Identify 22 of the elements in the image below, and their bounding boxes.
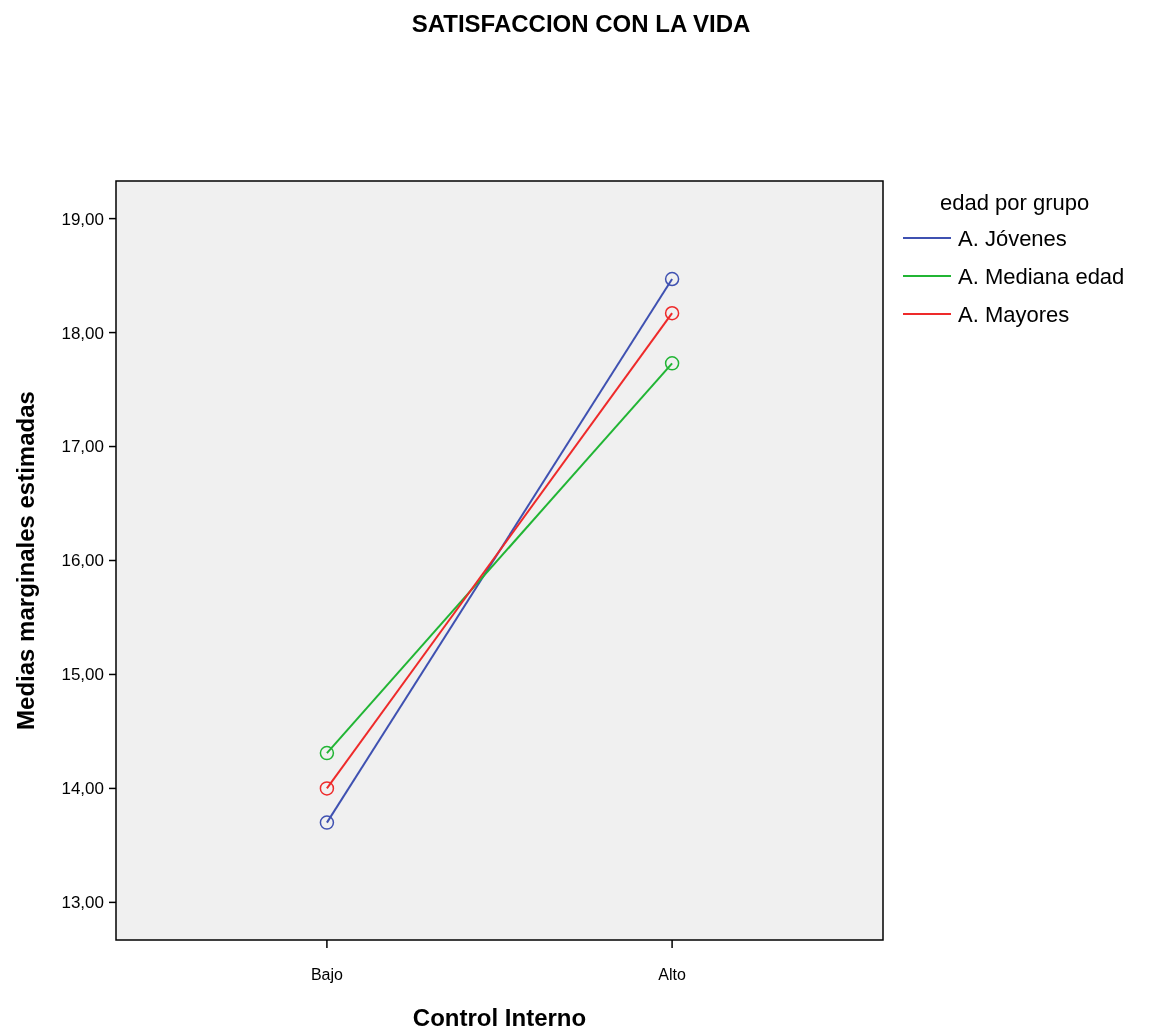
y-tick-label: 16,00 xyxy=(61,551,104,571)
y-tick-label: 19,00 xyxy=(61,209,104,229)
x-tick-label: Bajo xyxy=(310,966,344,983)
legend-label: A. Jóvenes xyxy=(958,225,1067,251)
point xyxy=(664,356,680,371)
y-tick-label: 14,00 xyxy=(61,779,104,799)
chart-title: SATISFACCION CON LA VIDA xyxy=(411,10,751,37)
legend-label: A. Mediana edad xyxy=(958,263,1125,289)
legend-label: A. Mayores xyxy=(958,301,1070,327)
x-tick-label: Alto xyxy=(658,966,686,983)
legend-title: edad por grupo xyxy=(940,190,1090,215)
point xyxy=(319,745,335,761)
point xyxy=(664,305,680,321)
y-tick-label: 18,00 xyxy=(61,323,104,343)
y-tick-label: 17,00 xyxy=(61,437,104,457)
x-axis-title: Control Interno xyxy=(412,1004,587,1031)
y-tick-label: 13,00 xyxy=(61,893,104,913)
point xyxy=(319,815,335,830)
point xyxy=(319,781,335,796)
point xyxy=(664,271,680,287)
y-tick-label: 15,00 xyxy=(61,665,104,685)
y-axis-title: Medias marginales estimadas xyxy=(12,391,39,730)
